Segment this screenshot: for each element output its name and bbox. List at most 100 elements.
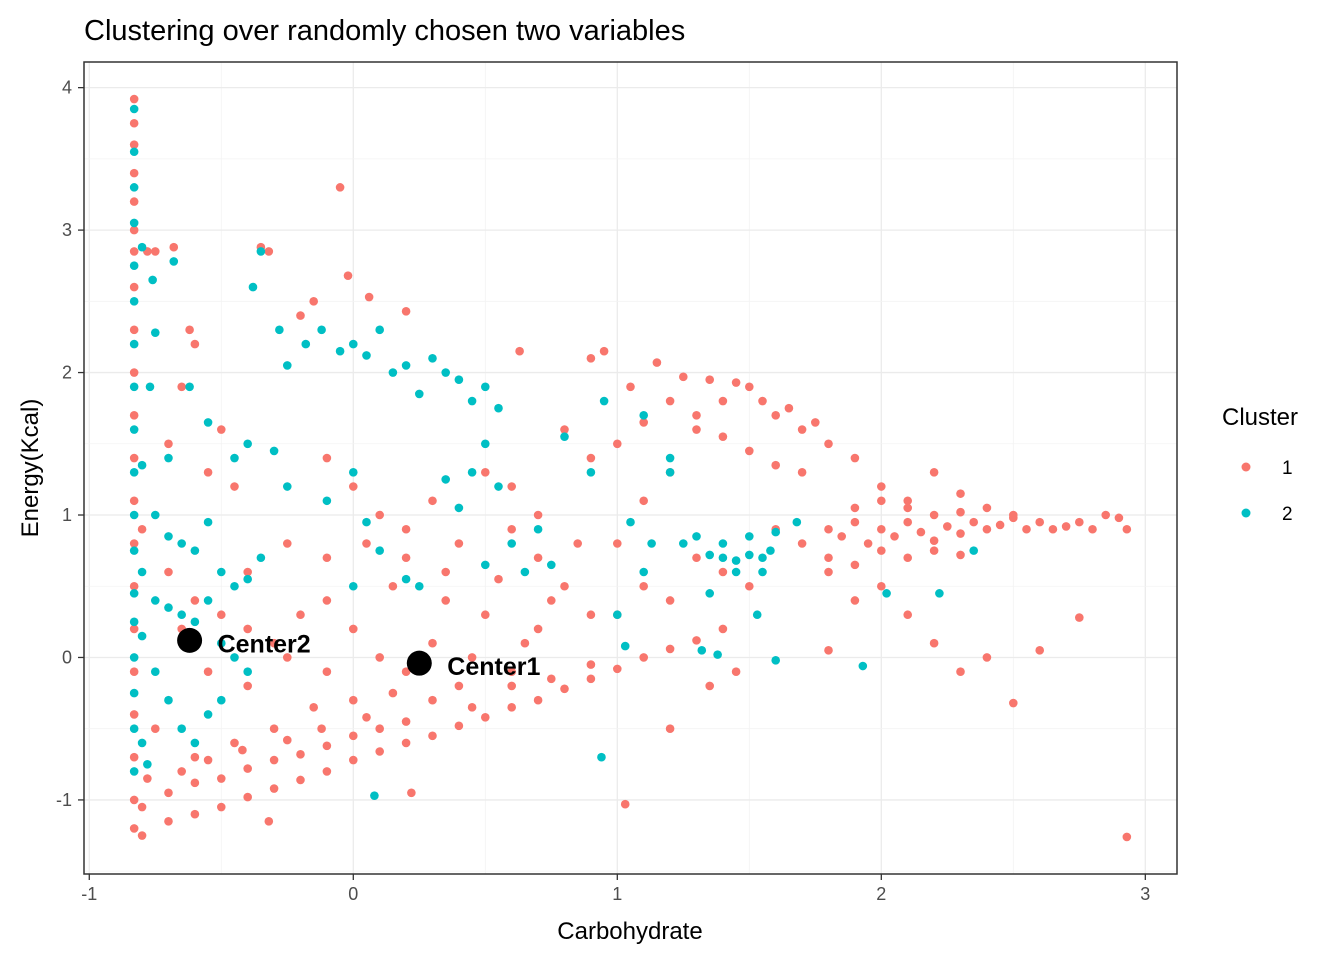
point-cluster-2	[129, 382, 139, 392]
point-cluster-2	[375, 546, 384, 555]
point-cluster-1	[916, 527, 926, 537]
point-cluster-1	[665, 644, 675, 654]
point-cluster-2	[414, 389, 424, 399]
center-marker	[406, 650, 432, 676]
point-cluster-1	[850, 453, 860, 463]
point-cluster-1	[824, 646, 833, 655]
point-cluster-1	[129, 752, 139, 762]
point-cluster-1	[143, 774, 152, 783]
point-cluster-1	[877, 581, 886, 591]
point-cluster-2	[129, 261, 139, 271]
point-cluster-1	[956, 529, 965, 538]
point-cluster-1	[129, 325, 139, 335]
point-cluster-1	[164, 567, 173, 577]
point-cluster-1	[190, 752, 200, 762]
point-cluster-1	[467, 703, 477, 712]
point-cluster-2	[348, 339, 358, 349]
point-cluster-1	[533, 695, 543, 705]
point-cluster-2	[480, 560, 490, 570]
point-cluster-2	[533, 524, 543, 534]
point-cluster-1	[348, 731, 358, 741]
point-cluster-2	[177, 724, 186, 733]
point-cluster-1	[129, 225, 139, 235]
center-marker	[177, 627, 203, 653]
point-cluster-1	[718, 396, 728, 406]
point-cluster-1	[129, 282, 139, 292]
point-cluster-2	[467, 467, 477, 477]
point-cluster-1	[520, 638, 530, 648]
point-cluster-1	[322, 453, 332, 463]
point-cluster-1	[797, 425, 807, 434]
point-cluster-2	[275, 325, 284, 335]
point-cluster-1	[560, 581, 569, 591]
point-cluster-1	[507, 482, 516, 491]
point-cluster-2	[129, 425, 139, 434]
point-cluster-1	[692, 425, 701, 434]
point-cluster-1	[322, 596, 332, 605]
point-cluster-1	[903, 503, 913, 513]
point-cluster-2	[150, 596, 160, 605]
point-cluster-2	[597, 752, 606, 762]
point-cluster-2	[190, 546, 200, 555]
point-cluster-1	[190, 339, 200, 349]
point-cluster-1	[362, 539, 371, 548]
point-cluster-1	[533, 553, 543, 563]
point-cluster-2	[858, 661, 868, 671]
point-cluster-1	[507, 524, 516, 534]
y-tick-label: 0	[62, 647, 72, 667]
point-cluster-2	[665, 467, 675, 477]
point-cluster-2	[317, 325, 326, 335]
point-cluster-1	[1075, 613, 1084, 622]
legend-swatch-1	[1241, 462, 1251, 472]
center-label: Center2	[218, 630, 311, 658]
point-cluster-1	[203, 667, 213, 677]
point-cluster-2	[203, 418, 213, 427]
point-cluster-1	[745, 382, 754, 392]
point-cluster-1	[441, 596, 450, 605]
point-cluster-2	[137, 567, 147, 577]
point-cluster-1	[507, 667, 516, 677]
point-cluster-2	[256, 553, 266, 563]
point-cluster-2	[177, 610, 186, 620]
point-cluster-2	[520, 567, 530, 577]
point-cluster-1	[771, 460, 781, 470]
point-cluster-2	[362, 517, 371, 527]
point-cluster-1	[480, 712, 490, 722]
point-cluster-2	[216, 638, 226, 648]
point-cluster-1	[969, 517, 979, 527]
point-cluster-2	[771, 656, 781, 665]
point-cluster-1	[428, 695, 437, 705]
point-cluster-2	[129, 467, 139, 477]
point-cluster-1	[480, 610, 490, 620]
point-cluster-2	[129, 183, 139, 192]
point-cluster-1	[620, 799, 630, 809]
point-cluster-2	[216, 695, 226, 705]
point-cluster-1	[150, 247, 160, 256]
point-cluster-1	[129, 624, 139, 634]
point-cluster-2	[882, 589, 891, 598]
point-cluster-1	[428, 638, 437, 648]
point-cluster-2	[454, 503, 464, 513]
point-cluster-1	[164, 816, 173, 826]
point-cluster-2	[335, 346, 345, 356]
point-cluster-1	[150, 724, 160, 733]
x-tick-label: 0	[348, 884, 358, 904]
point-cluster-1	[129, 197, 139, 206]
point-cluster-1	[164, 439, 173, 449]
point-cluster-1	[929, 638, 939, 648]
point-cluster-1	[533, 510, 543, 520]
point-cluster-1	[1009, 510, 1018, 520]
point-cluster-1	[982, 524, 992, 534]
point-cluster-2	[758, 553, 767, 563]
point-cluster-2	[480, 439, 490, 449]
point-cluster-2	[745, 532, 754, 541]
point-cluster-2	[599, 396, 609, 406]
point-cluster-2	[190, 738, 200, 748]
point-cluster-2	[745, 550, 754, 560]
point-cluster-1	[129, 118, 139, 128]
point-cluster-1	[956, 489, 965, 498]
point-cluster-1	[837, 532, 847, 541]
point-cluster-1	[129, 453, 139, 463]
point-cluster-2	[129, 339, 139, 349]
